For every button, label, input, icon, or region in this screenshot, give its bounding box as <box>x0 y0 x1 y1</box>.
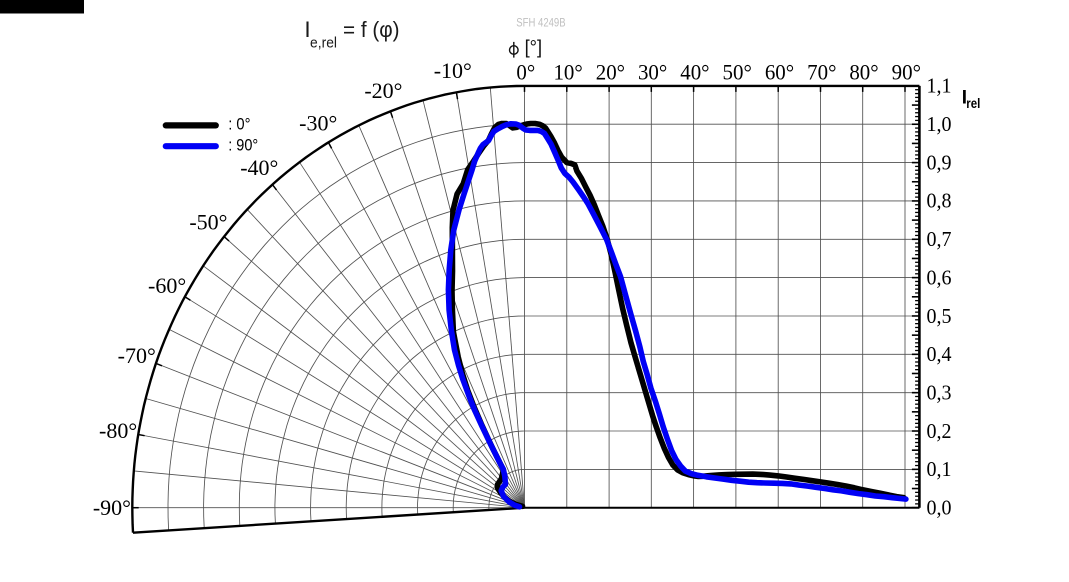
svg-text:10°: 10° <box>553 60 582 85</box>
svg-text:-20°: -20° <box>364 78 402 103</box>
svg-text:0,4: 0,4 <box>927 342 952 366</box>
svg-text:0,0: 0,0 <box>927 496 952 520</box>
svg-text:0,8: 0,8 <box>927 189 952 213</box>
svg-text:I: I <box>304 17 310 42</box>
svg-text:1,0: 1,0 <box>927 112 952 136</box>
svg-text:80°: 80° <box>849 60 878 85</box>
svg-text:-50°: -50° <box>189 210 227 235</box>
svg-text:30°: 30° <box>638 60 667 85</box>
svg-text:0,9: 0,9 <box>927 150 952 174</box>
svg-text:20°: 20° <box>596 60 625 85</box>
svg-text:-10°: -10° <box>434 58 472 83</box>
svg-text:90°: 90° <box>892 60 921 85</box>
svg-text:1,1: 1,1 <box>927 74 952 98</box>
svg-text:-40°: -40° <box>240 155 278 180</box>
svg-text:-90°: -90° <box>93 495 131 520</box>
svg-text:-80°: -80° <box>99 418 137 443</box>
svg-text:: 0°: : 0° <box>228 115 250 133</box>
svg-text:: 90°: : 90° <box>228 137 258 155</box>
svg-text:I: I <box>962 88 967 109</box>
svg-text:= f (φ): = f (φ) <box>343 17 400 42</box>
svg-text:0,5: 0,5 <box>927 304 952 328</box>
svg-text:-70°: -70° <box>118 343 156 368</box>
svg-text:0,2: 0,2 <box>927 419 952 443</box>
svg-text:-60°: -60° <box>148 273 186 298</box>
svg-text:0,1: 0,1 <box>927 457 952 481</box>
svg-text:0,7: 0,7 <box>927 227 952 251</box>
svg-text:SFH 4249B: SFH 4249B <box>516 15 565 29</box>
svg-text:0,6: 0,6 <box>927 265 952 289</box>
svg-text:50°: 50° <box>723 60 752 85</box>
svg-text:40°: 40° <box>680 60 709 85</box>
svg-text:0,3: 0,3 <box>927 381 952 405</box>
svg-text:e,rel: e,rel <box>310 35 337 52</box>
svg-text:0°: 0° <box>516 60 535 85</box>
svg-text:60°: 60° <box>765 60 794 85</box>
svg-text:[°]: [°] <box>525 37 543 59</box>
svg-text:-30°: -30° <box>299 111 337 136</box>
svg-text:rel: rel <box>966 96 980 111</box>
svg-text:70°: 70° <box>807 60 836 85</box>
